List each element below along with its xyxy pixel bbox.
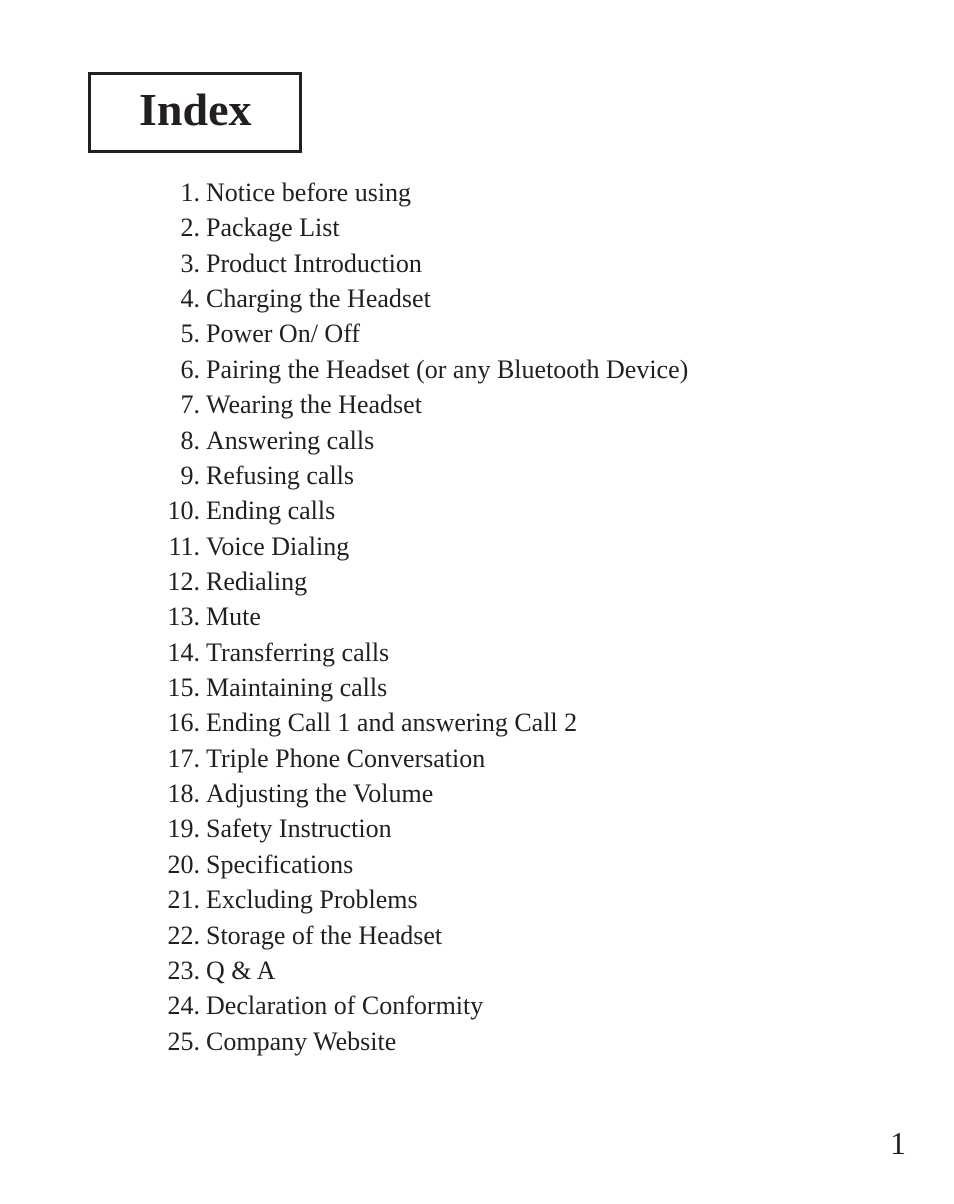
item-number: 1. <box>156 175 200 210</box>
list-item: 20. Specifications <box>156 847 906 882</box>
item-text: Adjusting the Volume <box>206 776 433 811</box>
item-text: Company Website <box>206 1024 396 1059</box>
item-number: 10. <box>156 493 200 528</box>
list-item: 3. Product Introduction <box>156 246 906 281</box>
item-text: Ending calls <box>206 493 335 528</box>
list-item: 11. Voice Dialing <box>156 529 906 564</box>
list-item: 4. Charging the Headset <box>156 281 906 316</box>
item-text: Q & A <box>206 953 275 988</box>
list-item: 22. Storage of the Headset <box>156 918 906 953</box>
item-number: 4. <box>156 281 200 316</box>
item-text: Safety Instruction <box>206 811 392 846</box>
list-item: 24. Declaration of Conformity <box>156 988 906 1023</box>
list-item: 23. Q & A <box>156 953 906 988</box>
item-text: Declaration of Conformity <box>206 988 483 1023</box>
item-text: Redialing <box>206 564 307 599</box>
item-text: Ending Call 1 and answering Call 2 <box>206 705 577 740</box>
item-text: Mute <box>206 599 261 634</box>
item-text: Refusing calls <box>206 458 354 493</box>
title-box: Index <box>88 72 302 153</box>
page-number: 1 <box>890 1125 906 1162</box>
item-text: Product Introduction <box>206 246 422 281</box>
item-text: Answering calls <box>206 423 374 458</box>
item-number: 8. <box>156 423 200 458</box>
list-item: 1. Notice before using <box>156 175 906 210</box>
list-item: 25. Company Website <box>156 1024 906 1059</box>
item-number: 2. <box>156 210 200 245</box>
list-item: 16. Ending Call 1 and answering Call 2 <box>156 705 906 740</box>
page-title: Index <box>139 84 251 135</box>
item-number: 21. <box>156 882 200 917</box>
item-number: 22. <box>156 918 200 953</box>
list-item: 13. Mute <box>156 599 906 634</box>
list-item: 6. Pairing the Headset (or any Bluetooth… <box>156 352 906 387</box>
item-number: 25. <box>156 1024 200 1059</box>
list-item: 18. Adjusting the Volume <box>156 776 906 811</box>
item-number: 16. <box>156 705 200 740</box>
item-number: 24. <box>156 988 200 1023</box>
list-item: 21. Excluding Problems <box>156 882 906 917</box>
item-text: Package List <box>206 210 340 245</box>
list-item: 19. Safety Instruction <box>156 811 906 846</box>
item-text: Specifications <box>206 847 353 882</box>
list-item: 15. Maintaining calls <box>156 670 906 705</box>
item-text: Transferring calls <box>206 635 389 670</box>
item-text: Excluding Problems <box>206 882 418 917</box>
item-number: 23. <box>156 953 200 988</box>
item-number: 6. <box>156 352 200 387</box>
item-text: Power On/ Off <box>206 316 360 351</box>
item-number: 19. <box>156 811 200 846</box>
list-item: 2. Package List <box>156 210 906 245</box>
item-number: 15. <box>156 670 200 705</box>
index-list: 1. Notice before using 2. Package List 3… <box>156 175 906 1059</box>
item-number: 18. <box>156 776 200 811</box>
list-item: 5. Power On/ Off <box>156 316 906 351</box>
item-text: Maintaining calls <box>206 670 387 705</box>
item-text: Charging the Headset <box>206 281 431 316</box>
item-number: 13. <box>156 599 200 634</box>
list-item: 9. Refusing calls <box>156 458 906 493</box>
item-text: Wearing the Headset <box>206 387 422 422</box>
item-number: 7. <box>156 387 200 422</box>
item-number: 14. <box>156 635 200 670</box>
list-item: 7. Wearing the Headset <box>156 387 906 422</box>
item-text: Voice Dialing <box>206 529 349 564</box>
item-number: 12. <box>156 564 200 599</box>
list-item: 12. Redialing <box>156 564 906 599</box>
item-number: 20. <box>156 847 200 882</box>
item-number: 3. <box>156 246 200 281</box>
item-text: Notice before using <box>206 175 411 210</box>
item-text: Pairing the Headset (or any Bluetooth De… <box>206 352 688 387</box>
item-number: 17. <box>156 741 200 776</box>
list-item: 10. Ending calls <box>156 493 906 528</box>
item-number: 9. <box>156 458 200 493</box>
item-number: 11. <box>156 529 200 564</box>
list-item: 14. Transferring calls <box>156 635 906 670</box>
list-item: 8. Answering calls <box>156 423 906 458</box>
item-text: Storage of the Headset <box>206 918 442 953</box>
item-number: 5. <box>156 316 200 351</box>
list-item: 17. Triple Phone Conversation <box>156 741 906 776</box>
item-text: Triple Phone Conversation <box>206 741 485 776</box>
